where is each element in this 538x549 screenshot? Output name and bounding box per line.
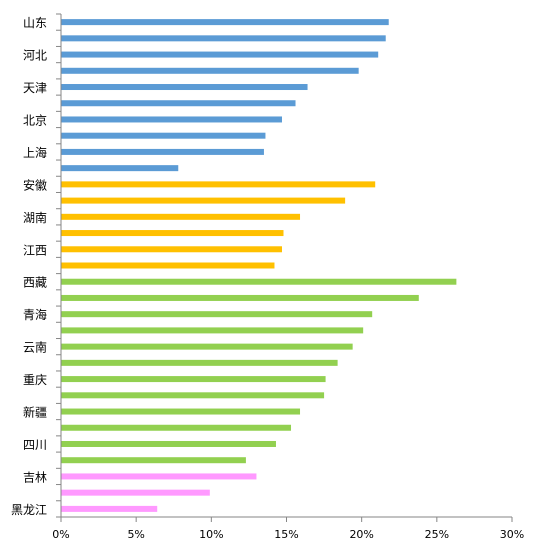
- category-label: 新疆: [23, 405, 47, 420]
- category-label: 北京: [23, 113, 47, 127]
- bar: [61, 246, 282, 253]
- bar: [61, 181, 376, 188]
- bar: [61, 408, 301, 415]
- bar: [61, 100, 296, 107]
- bar: [61, 392, 325, 399]
- bar: [61, 132, 266, 139]
- bar: [61, 359, 338, 366]
- category-label: 吉林: [23, 470, 47, 484]
- category-label: 山东: [23, 16, 47, 30]
- category-label: 江西: [23, 243, 47, 257]
- category-label: 上海: [23, 145, 47, 160]
- x-tick-label: 25%: [425, 528, 449, 541]
- bar: [61, 327, 364, 334]
- category-label: 云南: [23, 340, 47, 355]
- bar: [61, 376, 326, 383]
- category-label: 重庆: [23, 373, 47, 387]
- bar: [61, 311, 373, 318]
- bar: [61, 262, 275, 269]
- bar: [61, 116, 282, 123]
- chart-bars: [61, 19, 457, 512]
- bar: [61, 19, 389, 26]
- bar: [61, 440, 276, 447]
- category-label: 河北: [23, 49, 47, 63]
- bar: [61, 51, 379, 58]
- category-label: 四川: [23, 438, 47, 452]
- category-label: 安徽: [23, 177, 47, 192]
- category-label: 西藏: [23, 276, 47, 290]
- bar: [61, 67, 359, 74]
- bar: [61, 424, 292, 431]
- category-label: 天津: [23, 81, 47, 95]
- x-tick-label: 20%: [349, 528, 373, 541]
- x-tick-label: 15%: [274, 528, 298, 541]
- bar: [61, 473, 257, 480]
- bar: [61, 35, 386, 42]
- bar: [61, 84, 308, 91]
- bar: [61, 148, 264, 155]
- bar: [61, 457, 246, 464]
- category-label: 青海: [23, 307, 47, 322]
- bar: [61, 197, 346, 204]
- bar: [61, 213, 301, 220]
- x-tick-label: 30%: [500, 528, 524, 541]
- x-tick-label: 0%: [52, 528, 69, 541]
- bar: [61, 489, 210, 496]
- bar: [61, 294, 419, 301]
- bar: [61, 230, 284, 237]
- x-tick-label: 10%: [199, 528, 223, 541]
- bar: [61, 343, 353, 350]
- bar: [61, 165, 179, 172]
- x-tick-labels: 0% 5% 10% 15% 20% 25% 30%: [52, 528, 524, 541]
- chart-axes: [56, 13, 513, 522]
- bar: [61, 278, 457, 285]
- category-label: 湖南: [23, 210, 47, 225]
- category-label: 黑龙江: [11, 503, 47, 517]
- x-tick-label: 5%: [127, 528, 144, 541]
- bar: [61, 505, 158, 512]
